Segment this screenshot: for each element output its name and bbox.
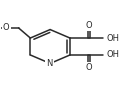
Text: OH: OH — [107, 33, 120, 43]
Text: O: O — [86, 21, 92, 30]
Text: O: O — [3, 23, 10, 32]
Text: O: O — [86, 63, 92, 72]
Text: N: N — [47, 59, 53, 68]
Text: OH: OH — [107, 50, 120, 60]
